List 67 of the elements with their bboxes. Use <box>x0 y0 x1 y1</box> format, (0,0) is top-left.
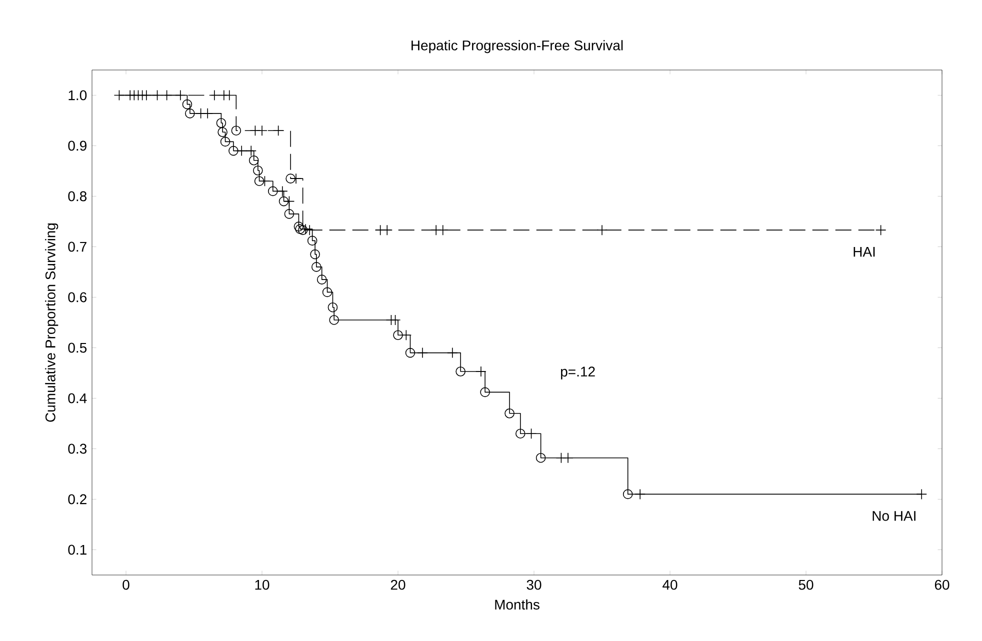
y-tick-label: 0.8 <box>68 191 87 202</box>
x-tick-label: 30 <box>526 580 542 590</box>
point <box>220 136 230 147</box>
point <box>254 176 264 186</box>
point <box>141 90 152 101</box>
y-tick-label: 0.7 <box>68 242 86 252</box>
point <box>312 262 322 272</box>
y-tick-label: 0.4 <box>68 393 87 404</box>
point <box>216 118 226 128</box>
point <box>202 108 213 119</box>
point <box>182 99 192 110</box>
point <box>310 249 320 260</box>
point <box>278 196 289 206</box>
point <box>253 166 263 176</box>
series-label: HAI <box>854 246 875 257</box>
point <box>272 125 284 136</box>
point <box>504 408 514 418</box>
y-tick-label: 0.1 <box>68 544 86 555</box>
x-tick-label: 50 <box>798 580 814 590</box>
x-tick-label: 0 <box>122 580 130 590</box>
point <box>209 90 220 101</box>
point <box>231 126 242 136</box>
point <box>328 302 338 312</box>
point <box>875 224 886 236</box>
point <box>248 155 259 166</box>
point <box>536 452 546 463</box>
series-label: No HAI <box>872 511 916 521</box>
x-axis-title: Months <box>495 599 540 610</box>
point <box>316 274 327 284</box>
point <box>456 366 466 376</box>
point <box>161 90 172 101</box>
point <box>437 224 448 236</box>
x-tick-label: 20 <box>390 580 406 590</box>
point <box>596 224 608 236</box>
point <box>218 127 228 138</box>
point <box>322 287 332 298</box>
y-tick-label: 0.3 <box>68 444 87 454</box>
chart-title: Hepatic Progression-Free Survival <box>412 40 623 54</box>
y-tick-label: 1.0 <box>68 90 87 100</box>
annotation: p=.12 <box>561 366 595 380</box>
point <box>284 196 295 207</box>
point <box>246 145 257 156</box>
point <box>382 224 393 236</box>
y-tick-label: 0.9 <box>68 140 86 151</box>
point <box>259 176 270 186</box>
point <box>114 90 125 101</box>
point <box>256 125 268 136</box>
y-tick-label: 0.6 <box>68 292 87 302</box>
point <box>284 209 294 219</box>
point <box>447 347 458 358</box>
y-axis-title: Cumulative Proportion Surviving <box>45 223 58 422</box>
point <box>390 314 401 326</box>
point <box>224 90 235 101</box>
point <box>916 488 928 500</box>
x-tick-label: 60 <box>934 580 950 590</box>
point <box>294 222 304 232</box>
y-tick-label: 0.5 <box>68 342 87 353</box>
point <box>480 387 490 398</box>
point <box>307 236 318 246</box>
point <box>152 90 163 101</box>
point <box>476 366 486 377</box>
y-tick-label: 0.2 <box>68 494 86 504</box>
point <box>175 90 186 101</box>
x-tick-label: 40 <box>662 580 678 590</box>
point <box>286 174 296 184</box>
x-tick-label: 10 <box>255 580 270 590</box>
point <box>329 315 339 325</box>
